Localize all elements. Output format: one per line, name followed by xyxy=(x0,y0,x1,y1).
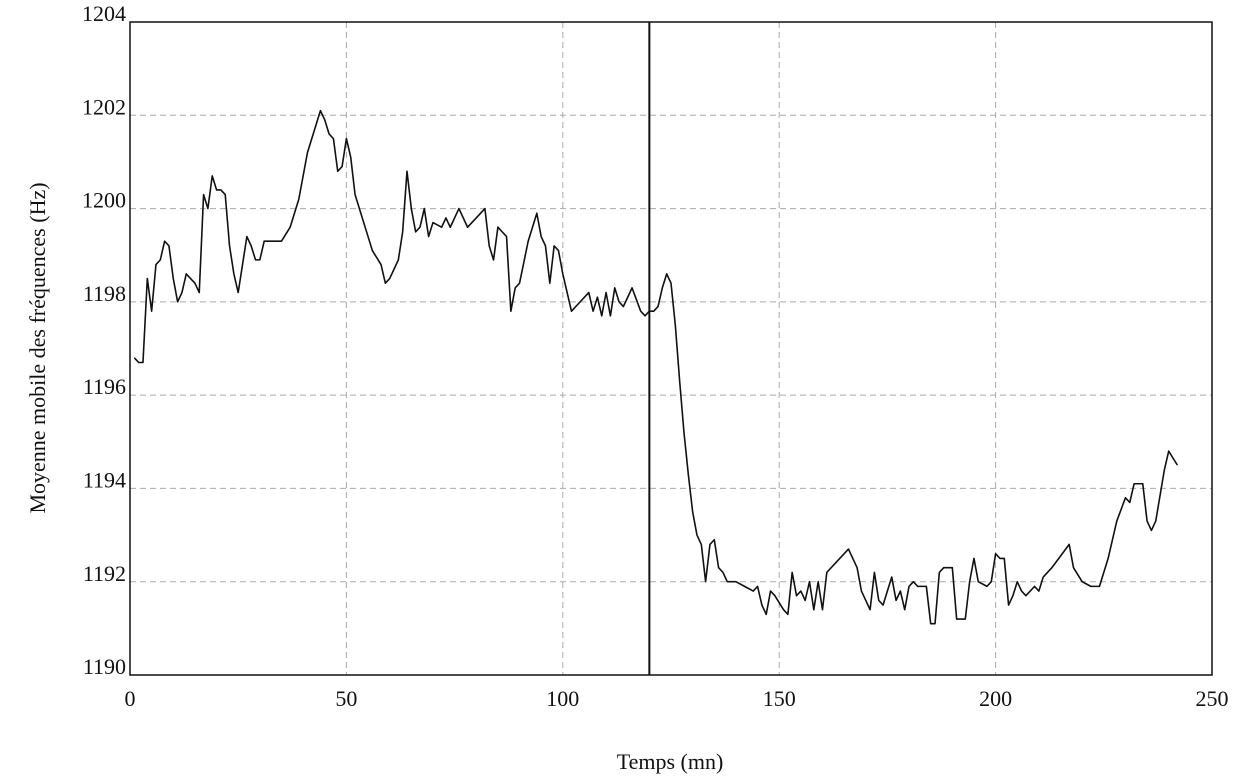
y-tick-label: 1204 xyxy=(82,1,126,26)
y-axis-label: Moyenne mobile des fréquences (Hz) xyxy=(25,182,50,513)
y-tick-label: 1198 xyxy=(83,281,126,306)
y-tick-label: 1196 xyxy=(83,374,126,399)
y-tick-label: 1192 xyxy=(83,561,126,586)
x-tick-label: 100 xyxy=(546,686,579,711)
y-tick-label: 1200 xyxy=(82,188,126,213)
y-tick-label: 1202 xyxy=(82,94,126,119)
x-tick-label: 50 xyxy=(335,686,357,711)
x-axis-label: Temps (mn) xyxy=(617,749,724,774)
x-tick-label: 250 xyxy=(1196,686,1229,711)
y-tick-label: 1194 xyxy=(83,467,126,492)
x-tick-label: 0 xyxy=(125,686,136,711)
data-line xyxy=(133,109,1179,625)
plot-frame xyxy=(129,21,1213,676)
y-tick-label: 1190 xyxy=(83,654,126,679)
x-tick-label: 150 xyxy=(763,686,796,711)
x-tick-label: 200 xyxy=(979,686,1012,711)
